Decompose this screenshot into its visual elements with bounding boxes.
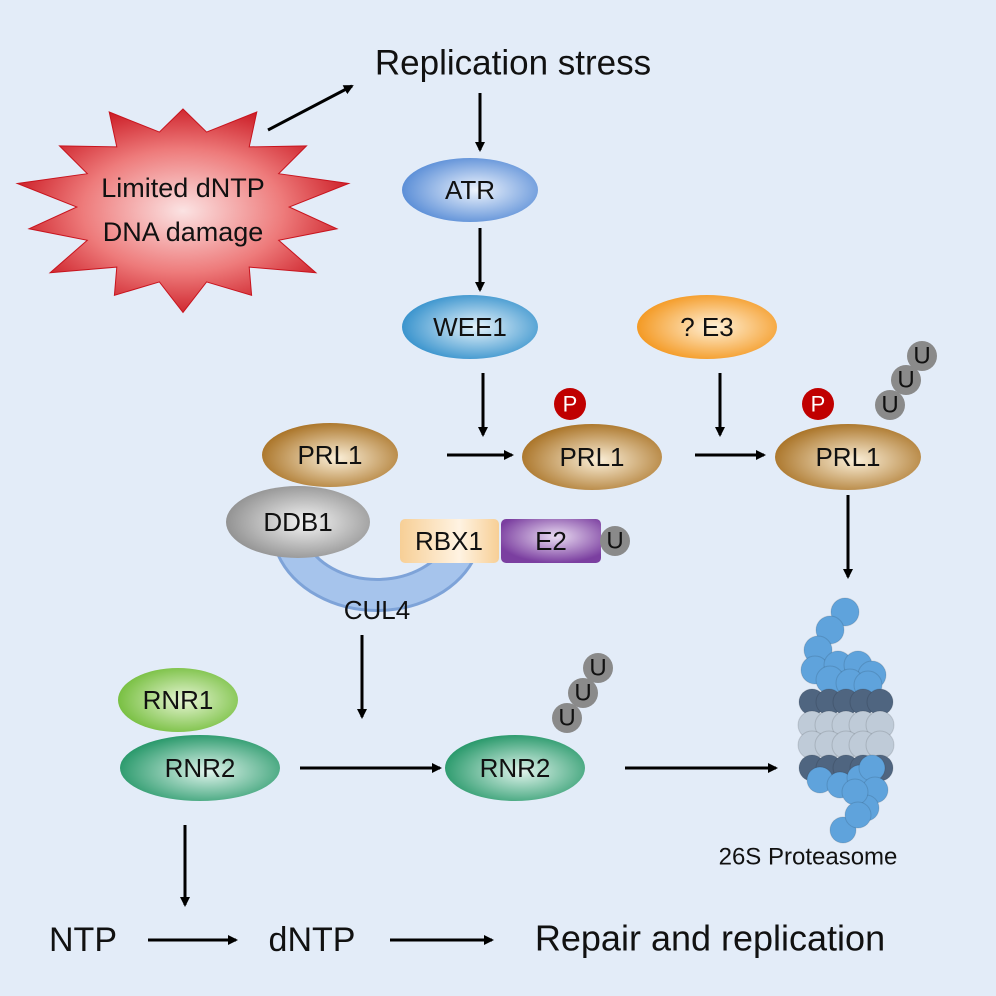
proteasome-subunit (841, 778, 869, 806)
e3-label: ? E3 (680, 312, 734, 342)
rnr1-label: RNR1 (143, 685, 214, 715)
phospho-badge (554, 388, 586, 420)
rnr2-ubiquitinated-node: RNR2 U U U (445, 653, 613, 801)
atr-node: ATR (402, 158, 538, 222)
prl1-label: PRL1 (815, 442, 880, 472)
ubiquitin-chain: U U U (875, 341, 937, 420)
phospho-label: P (811, 392, 826, 417)
prl1-label: PRL1 (297, 440, 362, 470)
stress-line1: Limited dNTP (101, 173, 265, 203)
stress-line2: DNA damage (103, 217, 264, 247)
ubiquitin-badge (600, 526, 630, 556)
ubiquitin-label: U (558, 705, 575, 732)
wee1-node: WEE1 (402, 295, 538, 359)
proteasome-label: 26S Proteasome (719, 844, 898, 871)
prl1-phosphorylated-node: PRL1 P (522, 388, 662, 490)
ubiquitin-label: U (606, 528, 623, 555)
rnr-complex: RNR1 RNR2 (118, 668, 280, 801)
proteasome-subunit (844, 801, 872, 829)
prl1-node: PRL1 (262, 423, 398, 487)
phospho-label: P (563, 392, 578, 417)
e2-label: E2 (535, 526, 567, 556)
stress-starburst: Limited dNTP DNA damage (15, 108, 351, 314)
ubiquitin-label: U (881, 392, 898, 419)
rnr2-label: RNR2 (165, 753, 236, 783)
rnr2-label: RNR2 (480, 753, 551, 783)
e2-node (501, 519, 601, 563)
ntp-label: NTP (49, 921, 117, 959)
atr-label: ATR (445, 175, 495, 205)
rnr1-node (118, 668, 238, 732)
ddb1-label: DDB1 (263, 507, 332, 537)
prl1-ubiquitinated-node: PRL1 P U U U (775, 341, 937, 490)
repair-replication-label: Repair and replication (535, 918, 885, 959)
ddb1-node (226, 486, 370, 558)
arrows (148, 84, 853, 945)
cul4-label: CUL4 (344, 595, 410, 625)
wee1-label: WEE1 (433, 312, 507, 342)
ubiquitin-label: U (574, 680, 591, 707)
prl1-label: PRL1 (559, 442, 624, 472)
ubiquitin-label: U (913, 343, 930, 370)
ubiquitin-label: U (589, 655, 606, 682)
replication-stress-label: Replication stress (375, 44, 651, 83)
crl4-complex: CUL4 DDB1 RBX1 E2 U (226, 486, 630, 625)
rbx1-label: RBX1 (415, 526, 483, 556)
phospho-badge (802, 388, 834, 420)
rnr2-node (120, 735, 280, 801)
proteasome-icon (797, 597, 895, 844)
ubiquitin-label: U (897, 367, 914, 394)
arrow-stress-to-replication (267, 84, 354, 132)
dntp-label: dNTP (269, 921, 356, 959)
rbx1-node (400, 519, 499, 563)
e3-node: ? E3 (637, 295, 777, 359)
